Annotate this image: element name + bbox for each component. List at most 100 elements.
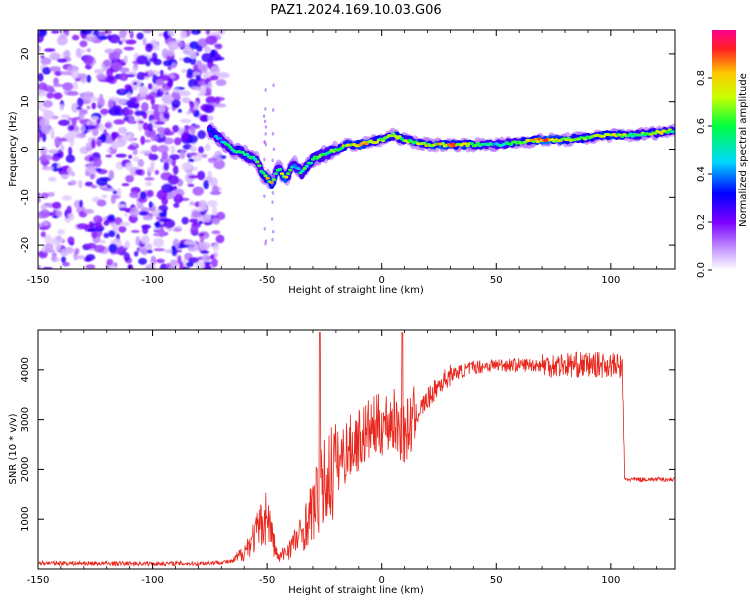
- snr-x-tick-label: -150: [27, 575, 50, 586]
- noise-blob: [91, 102, 97, 110]
- track-core: [253, 157, 258, 161]
- noise-blob: [210, 258, 218, 268]
- streak-cell: [271, 108, 275, 112]
- noise-blob: [185, 261, 194, 268]
- noise-blob: [102, 216, 108, 221]
- noise-blob: [54, 235, 64, 244]
- noise-blob: [179, 30, 187, 40]
- noise-blob: [42, 100, 53, 108]
- noise-blob: [71, 117, 77, 126]
- noise-blob: [207, 200, 218, 208]
- spectrogram-x-tick-label: 100: [601, 275, 620, 286]
- noise-blob: [172, 88, 181, 93]
- noise-blob: [96, 199, 107, 207]
- noise-blob: [118, 40, 123, 45]
- noise-blob: [94, 221, 103, 230]
- noise-blob: [181, 119, 191, 123]
- streak-cell: [271, 191, 275, 195]
- noise-blob: [138, 86, 149, 96]
- noise-blob: [97, 97, 105, 108]
- noise-blob: [91, 230, 98, 239]
- noise-blob: [61, 195, 72, 201]
- noise-blob: [103, 220, 110, 226]
- noise-blob: [147, 69, 154, 78]
- track-core: [665, 130, 670, 134]
- noise-blob: [42, 266, 54, 269]
- noise-blob: [108, 52, 115, 58]
- noise-blob: [188, 158, 196, 163]
- noise-blob: [141, 248, 148, 256]
- noise-blob: [103, 59, 112, 67]
- noise-blob: [138, 211, 149, 216]
- noise-blob: [60, 71, 72, 76]
- snr-x-tick-label: 0: [379, 575, 385, 586]
- noise-blob: [201, 254, 211, 263]
- noise-blob: [129, 191, 139, 199]
- noise-blob: [177, 108, 183, 113]
- noise-blob: [93, 68, 106, 74]
- noise-blob: [123, 55, 128, 64]
- noise-blob: [142, 30, 153, 34]
- track-core: [217, 136, 223, 140]
- noise-blob: [119, 67, 130, 73]
- noise-blob: [46, 86, 55, 91]
- noise-blob: [212, 205, 218, 216]
- noise-blob: [204, 143, 211, 152]
- noise-blob: [125, 162, 134, 171]
- noise-blob: [49, 126, 55, 134]
- noise-blob: [150, 255, 157, 266]
- noise-blob: [123, 109, 134, 116]
- streak-cell: [264, 132, 267, 136]
- noise-blob: [167, 174, 180, 185]
- noise-blob: [117, 204, 127, 208]
- track-core: [310, 157, 316, 161]
- noise-blob: [51, 201, 62, 210]
- streak-cell: [271, 174, 274, 179]
- noise-blob: [129, 30, 134, 39]
- noise-blob: [182, 266, 187, 269]
- track-core: [628, 132, 633, 136]
- noise-blob: [99, 93, 104, 103]
- noise-blob: [106, 258, 114, 266]
- snr-y-tick-label: 2000: [20, 457, 31, 482]
- noise-blob: [43, 220, 49, 226]
- noise-blob: [121, 134, 130, 142]
- noise-blob: [107, 214, 115, 221]
- streak-cell: [264, 107, 267, 111]
- noise-blob: [148, 153, 159, 161]
- noise-blob: [114, 108, 125, 116]
- track-core: [263, 174, 268, 178]
- noise-blob: [167, 40, 180, 50]
- colorbar: 0.0 0.2 0.4 0.6 0.8 Normalized spectral ampl…: [696, 30, 749, 278]
- noise-blob: [135, 235, 140, 246]
- noise-blob: [66, 205, 72, 214]
- noise-blob: [179, 149, 186, 160]
- noise-blob: [71, 34, 80, 41]
- noise-blob: [154, 121, 165, 125]
- noise-blob: [133, 81, 138, 86]
- noise-blob: [176, 95, 181, 101]
- noise-blob: [153, 248, 166, 252]
- noise-blob: [205, 30, 211, 35]
- noise-blob: [54, 70, 62, 76]
- noise-blob: [201, 153, 208, 158]
- snr-x-label: Height of straight line (km): [288, 585, 424, 596]
- noise-blob: [108, 243, 118, 254]
- noise-blob: [94, 167, 102, 172]
- noise-blob: [173, 202, 180, 208]
- noise-blob: [211, 185, 219, 194]
- noise-blob: [198, 241, 211, 250]
- noise-blob: [123, 252, 130, 262]
- snr-x-tick-label: -50: [259, 575, 275, 586]
- streak-cell: [264, 241, 267, 246]
- noise-blob: [182, 50, 189, 54]
- noise-blob: [56, 35, 68, 46]
- track-core: [279, 172, 285, 176]
- track-core: [277, 167, 283, 171]
- track-core: [465, 144, 470, 148]
- noise-blob: [85, 64, 92, 70]
- noise-blob: [137, 120, 145, 124]
- noise-blob: [150, 134, 159, 142]
- noise-blob: [82, 54, 94, 65]
- noise-blob: [132, 156, 140, 162]
